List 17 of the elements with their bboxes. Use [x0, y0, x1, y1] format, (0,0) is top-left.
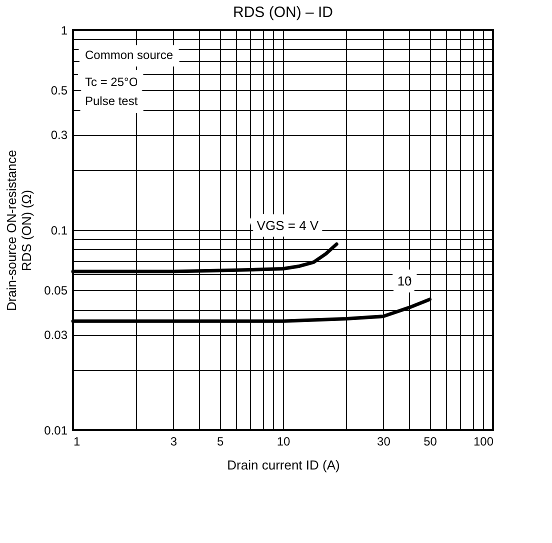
chart-title: RDS (ON) – ID [232, 4, 334, 21]
x-tick-label: 30 [377, 434, 391, 448]
y-tick-label: 1 [60, 24, 68, 38]
x-axis-title: Drain current ID (A) [227, 458, 340, 472]
x-tick-label: 1 [74, 434, 80, 448]
y-tick-label: 0.01 [44, 424, 68, 438]
x-tick-label: 5 [216, 434, 224, 448]
y-axis-title: Drain-source ON-resistance RDS (ON) (Ω) [4, 150, 34, 312]
x-tick-label: 10 [276, 434, 290, 448]
x-tick-label: 50 [424, 434, 438, 448]
y-tick-label: 0.5 [50, 84, 68, 98]
x-tick-label: 3 [170, 434, 178, 448]
x-tick-label: 100 [473, 434, 494, 448]
y-tick-label: 0.1 [50, 224, 68, 238]
y-tick-label: 0.05 [44, 284, 68, 298]
y-tick-label: 0.3 [50, 128, 68, 142]
y-tick-label: 0.03 [44, 328, 68, 342]
